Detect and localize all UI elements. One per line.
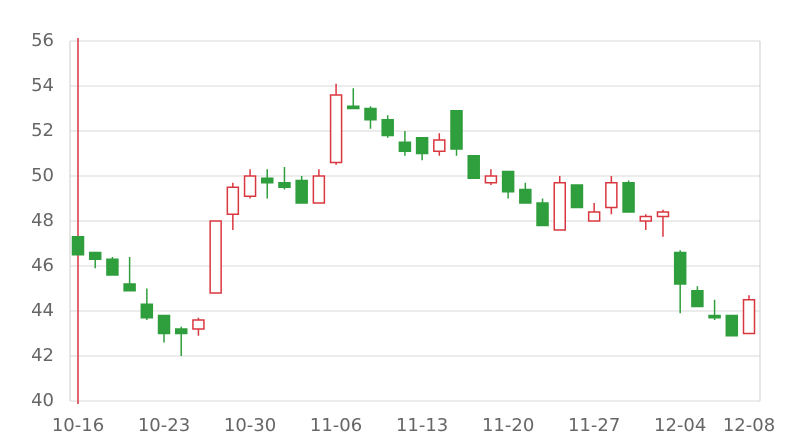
candle-body <box>243 175 257 197</box>
y-tick-label: 42 <box>31 345 54 366</box>
candle-body <box>88 251 102 260</box>
candle-body <box>261 177 274 184</box>
candle-body <box>656 211 670 218</box>
y-tick-label: 46 <box>31 255 54 276</box>
x-tick-label: 11-13 <box>396 415 448 436</box>
candle-body <box>691 290 704 308</box>
x-tick-label: 10-30 <box>224 415 276 436</box>
candle-body <box>278 182 291 188</box>
x-tick-label: 12-08 <box>723 415 775 436</box>
candle-body <box>725 314 739 337</box>
candle-body <box>708 314 721 319</box>
x-tick-label: 10-16 <box>52 415 104 436</box>
candle-body <box>226 186 240 215</box>
candle-body <box>673 251 687 285</box>
candle-body <box>140 303 154 319</box>
candle-body <box>536 202 549 227</box>
candle-body <box>157 314 171 335</box>
candle-body <box>381 119 394 137</box>
y-tick-label: 40 <box>31 390 54 411</box>
candle-body <box>364 107 377 121</box>
candle-body <box>450 110 463 150</box>
candle-body <box>639 215 653 222</box>
candle-body <box>295 179 308 204</box>
y-tick-label: 56 <box>31 30 54 51</box>
candle-body <box>742 299 756 335</box>
candle-body <box>415 137 429 155</box>
y-tick-label: 48 <box>31 210 54 231</box>
candle-body <box>329 94 343 164</box>
y-tick-label: 52 <box>31 120 54 141</box>
x-tick-label: 12-04 <box>654 415 706 436</box>
candle-body <box>123 283 136 292</box>
candle-body <box>174 328 188 335</box>
candle-body <box>347 105 360 110</box>
y-tick-label: 44 <box>31 300 54 321</box>
candle-body <box>622 182 635 213</box>
y-tick-label: 50 <box>31 165 54 186</box>
x-tick-label: 11-20 <box>482 415 534 436</box>
candle-body <box>71 236 85 256</box>
candle-body <box>501 170 515 193</box>
candle-body <box>106 258 119 276</box>
candle-body <box>570 184 584 209</box>
y-tick-label: 54 <box>31 75 54 96</box>
candle-body <box>209 220 222 294</box>
candle-body <box>467 155 480 179</box>
x-tick-label: 10-23 <box>138 415 190 436</box>
candle-body <box>433 139 446 152</box>
candle-body <box>587 211 601 222</box>
x-tick-label: 11-27 <box>568 415 620 436</box>
candle-body <box>519 188 532 204</box>
candle-body <box>484 175 498 184</box>
candle-body <box>605 182 618 209</box>
candle-body <box>553 182 566 231</box>
x-tick-label: 11-06 <box>310 415 362 436</box>
candle-body <box>398 141 412 152</box>
candle-body <box>192 319 205 330</box>
candle-body <box>312 175 326 204</box>
